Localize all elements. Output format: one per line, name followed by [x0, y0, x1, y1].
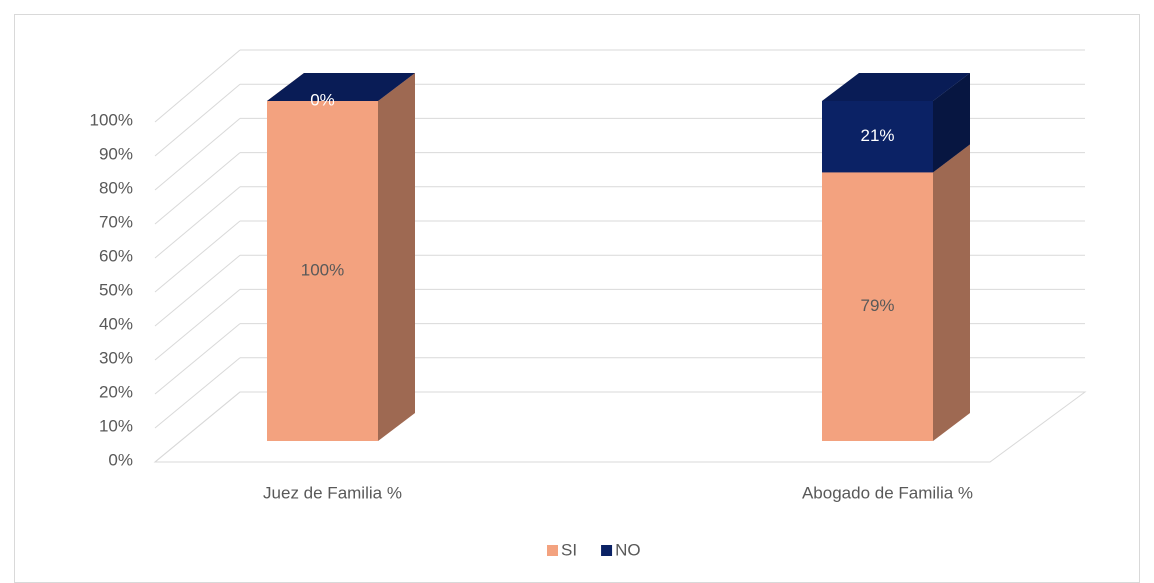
y-tick-label: 10% [99, 416, 133, 435]
y-tick-label: 40% [99, 314, 133, 333]
bar-front [822, 172, 933, 441]
grid-diagonal [154, 49, 241, 123]
data-label: 79% [860, 296, 894, 315]
data-label: 100% [301, 260, 344, 279]
grid-diagonal [154, 254, 241, 327]
y-tick-label: 70% [99, 212, 133, 231]
bar-segment [267, 73, 415, 101]
grid-diagonal [154, 83, 241, 157]
legend-label: SI [561, 540, 577, 559]
legend-swatch [547, 545, 558, 556]
y-tick-label: 20% [99, 382, 133, 401]
x-tick-label: Abogado de Familia % [802, 483, 973, 502]
bar-segment [822, 73, 970, 173]
bar-top-shade [267, 73, 415, 101]
bar-front [267, 101, 378, 441]
y-tick-label: 100% [90, 110, 133, 129]
grid-diagonal [154, 152, 241, 225]
data-label: 21% [860, 126, 894, 145]
grid-diagonal [154, 391, 241, 463]
bar-front [822, 101, 933, 173]
bar-side [933, 73, 970, 173]
bar-top [822, 73, 970, 101]
bar-side-shade [933, 144, 970, 441]
bar-side [933, 144, 970, 441]
bar-side-shade [378, 73, 415, 441]
grid-diagonal [154, 357, 241, 429]
y-tick-label: 50% [99, 280, 133, 299]
bar-segment [822, 144, 970, 441]
bar-top [267, 73, 415, 101]
grid-diagonal [154, 220, 241, 293]
y-tick-label: 80% [99, 178, 133, 197]
y-tick-label: 30% [99, 348, 133, 367]
y-tick-label: 90% [99, 144, 133, 163]
legend-label: NO [615, 540, 641, 559]
bar-top-shade [822, 73, 970, 101]
grid-diagonal [154, 289, 241, 361]
data-label: 0% [310, 90, 335, 109]
y-tick-label: 0% [108, 450, 133, 469]
grid-diagonal [154, 118, 241, 191]
bar-segment [267, 73, 415, 441]
bar-side-shade [933, 73, 970, 173]
bar-side [378, 73, 415, 441]
y-tick-label: 60% [99, 246, 133, 265]
grid-diagonal [154, 323, 241, 395]
grid-diagonal [154, 186, 241, 259]
legend-swatch [601, 545, 613, 556]
x-tick-label: Juez de Familia % [263, 483, 402, 502]
